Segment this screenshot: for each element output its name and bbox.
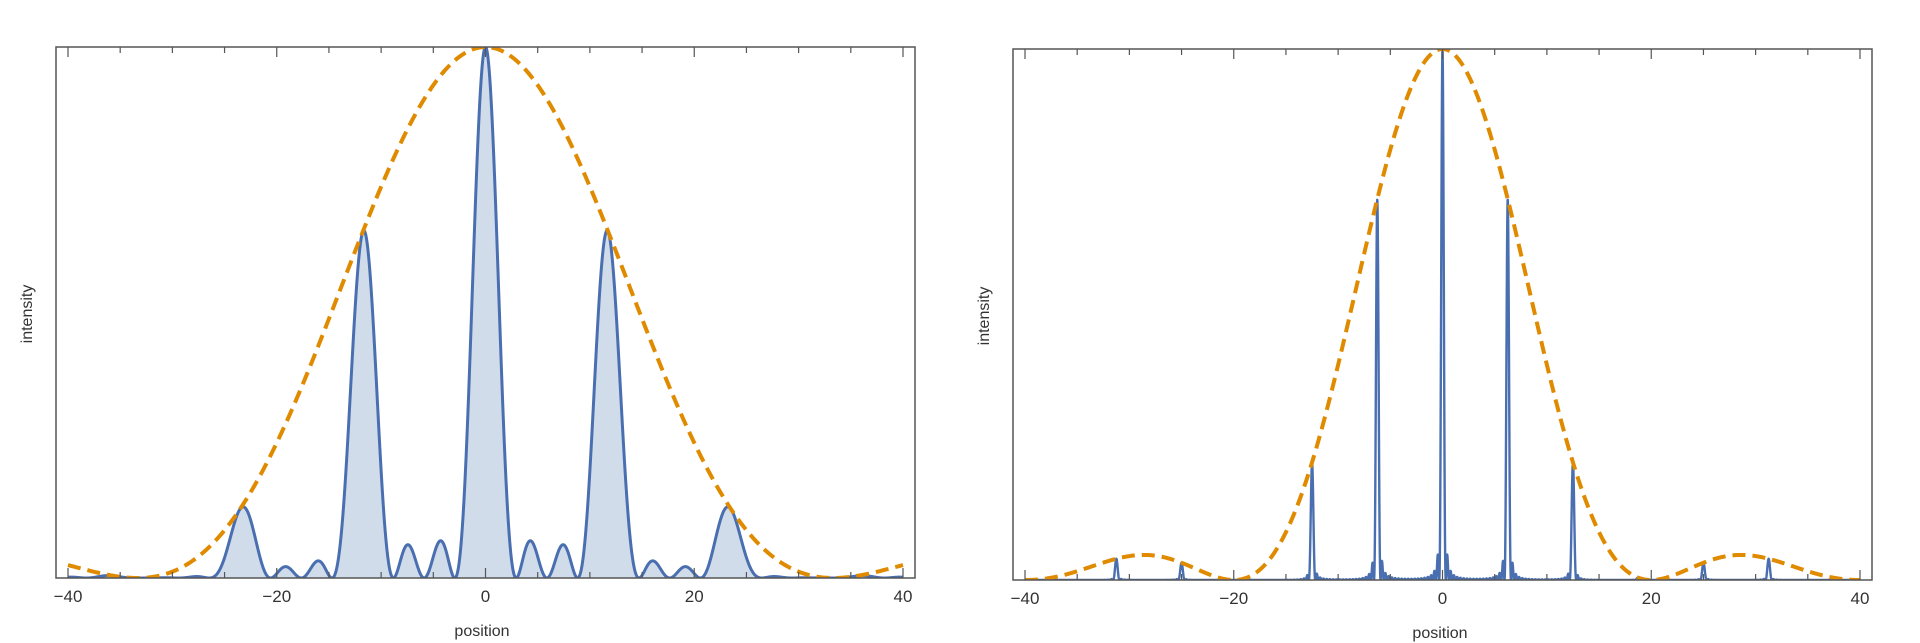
chart-panel-right: −40 −20 0 20 40 position intensity — [976, 48, 1873, 642]
x-tick-label: 20 — [685, 587, 704, 606]
x-tick-label: −20 — [262, 587, 291, 606]
intensity-line — [1023, 49, 1862, 580]
x-tick-label: 40 — [1851, 589, 1870, 608]
chart-panel-left: −40 −20 0 20 40 position intensity — [19, 46, 916, 640]
x-tick-label: 0 — [481, 587, 490, 606]
y-axis-title-right: intensity — [976, 287, 993, 346]
y-axis-title-left: intensity — [19, 285, 36, 344]
plot-area-left — [66, 47, 905, 578]
x-tick-label: 40 — [894, 587, 913, 606]
x-tick-label: −40 — [1011, 589, 1040, 608]
x-axis-title-right: position — [1412, 625, 1467, 642]
x-axis-title-left: position — [454, 623, 509, 640]
x-tick-label: 0 — [1438, 589, 1447, 608]
x-tick-label: 20 — [1642, 589, 1661, 608]
envelope-line — [67, 47, 904, 578]
x-tick-label: −20 — [1219, 589, 1248, 608]
envelope-line — [1024, 49, 1861, 580]
series-fill-area — [68, 47, 903, 578]
plot-area-right — [1023, 49, 1862, 580]
x-ticks-left: −40 −20 0 20 40 — [54, 47, 913, 606]
x-tick-label: −40 — [54, 587, 83, 606]
x-ticks-right: −40 −20 0 20 40 — [1011, 49, 1870, 608]
